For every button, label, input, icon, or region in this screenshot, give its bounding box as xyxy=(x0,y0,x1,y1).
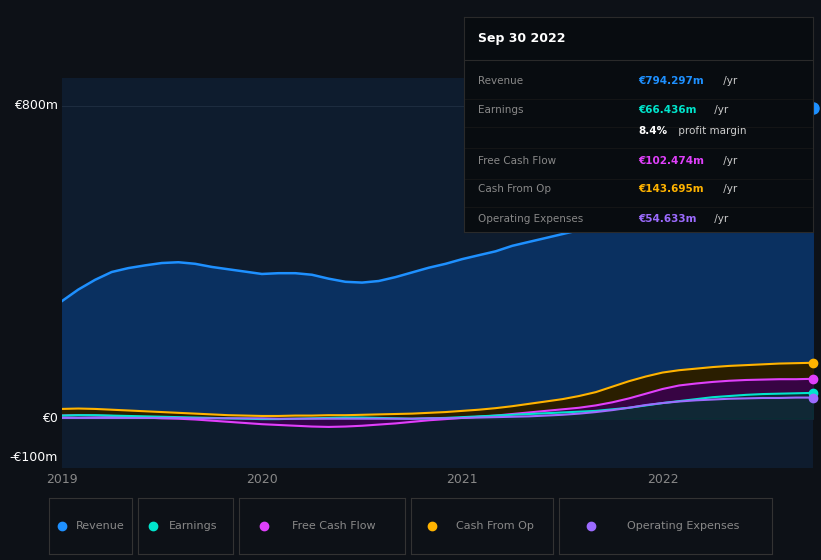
Text: Free Cash Flow: Free Cash Flow xyxy=(478,156,556,166)
Text: €794.297m: €794.297m xyxy=(639,77,704,86)
Text: €800m: €800m xyxy=(14,99,57,113)
Text: Revenue: Revenue xyxy=(478,77,523,86)
Text: Cash From Op: Cash From Op xyxy=(456,521,534,531)
Text: /yr: /yr xyxy=(711,105,728,114)
Text: Operating Expenses: Operating Expenses xyxy=(478,214,583,225)
Text: €54.633m: €54.633m xyxy=(639,214,697,225)
Text: €143.695m: €143.695m xyxy=(639,184,704,194)
Text: Sep 30 2022: Sep 30 2022 xyxy=(478,32,566,45)
Text: /yr: /yr xyxy=(720,156,737,166)
Text: /yr: /yr xyxy=(720,77,737,86)
Text: €0: €0 xyxy=(42,412,57,425)
Text: Earnings: Earnings xyxy=(168,521,217,531)
Text: /yr: /yr xyxy=(711,214,728,225)
Text: €102.474m: €102.474m xyxy=(639,156,704,166)
Text: /yr: /yr xyxy=(720,184,737,194)
Text: profit margin: profit margin xyxy=(675,126,746,136)
Text: Revenue: Revenue xyxy=(76,521,125,531)
Text: Cash From Op: Cash From Op xyxy=(478,184,551,194)
Text: Free Cash Flow: Free Cash Flow xyxy=(292,521,376,531)
Text: Earnings: Earnings xyxy=(478,105,523,114)
Text: -€100m: -€100m xyxy=(10,451,57,464)
Text: 8.4%: 8.4% xyxy=(639,126,667,136)
Text: €66.436m: €66.436m xyxy=(639,105,697,114)
Text: Operating Expenses: Operating Expenses xyxy=(627,521,740,531)
